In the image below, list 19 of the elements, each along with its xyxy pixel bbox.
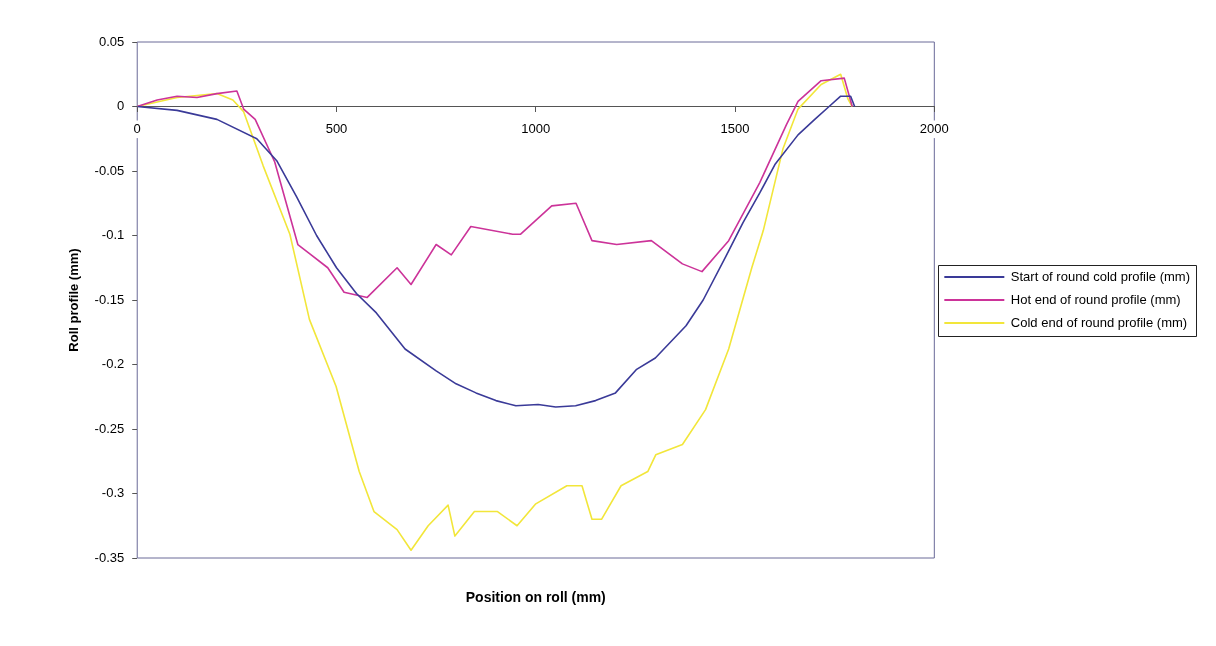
legend-label: Cold end of round profile (mm) — [1010, 314, 1188, 330]
x-tick-label: 500 — [325, 120, 348, 136]
legend-label: Hot end of round profile (mm) — [1010, 291, 1181, 307]
y-tick-label: -0.3 — [101, 485, 125, 501]
x-axis-title: Position on roll (mm) — [465, 588, 606, 605]
y-tick-label: -0.1 — [101, 227, 125, 243]
y-tick-label: -0.05 — [94, 162, 125, 178]
x-tick-label: 1000 — [521, 120, 551, 136]
y-tick-label: 0.05 — [98, 33, 125, 49]
x-tick-label: 0 — [133, 120, 141, 136]
y-axis-title: Roll profile (mm) — [66, 248, 82, 352]
x-tick-label: 2000 — [919, 120, 949, 136]
y-tick-label: -0.15 — [94, 291, 125, 307]
x-tick-label: 1500 — [720, 120, 750, 136]
y-tick-label: -0.25 — [94, 420, 125, 436]
y-tick-label: -0.2 — [101, 356, 125, 372]
y-tick-label: -0.35 — [94, 549, 125, 565]
legend-label: Start of round cold profile (mm) — [1010, 268, 1191, 284]
y-tick-label: 0 — [117, 98, 125, 114]
